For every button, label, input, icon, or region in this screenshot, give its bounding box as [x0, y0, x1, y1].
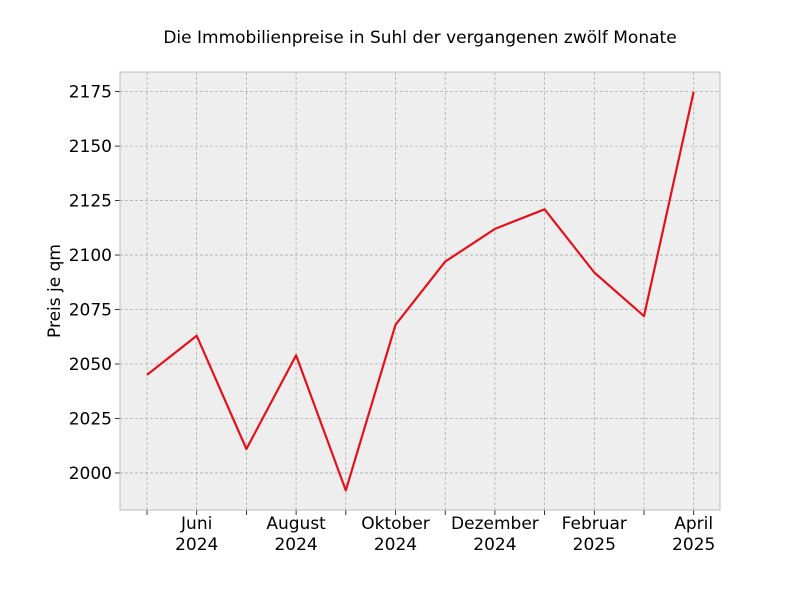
plot-area [120, 72, 720, 510]
plot-frame [119, 71, 721, 511]
y-tick-label: 2150 [69, 137, 112, 157]
y-tick-label: 2175 [69, 83, 112, 103]
y-tick-label: 2125 [69, 192, 112, 212]
y-axis-label: Preis je qm [45, 244, 65, 338]
x-tick-label: Oktober 2024 [361, 514, 430, 555]
grid [120, 72, 720, 510]
x-tick-label: Februar 2025 [562, 514, 627, 555]
x-tick-label: Juni 2024 [175, 514, 218, 555]
x-tick-label: April 2025 [672, 514, 715, 555]
axis-ticks: Juni 2024 August 2024 Oktober 2024 Dezember 202… [69, 83, 716, 555]
x-tick-label: Dezember 2024 [451, 514, 539, 555]
y-tick-label: 2050 [69, 355, 112, 375]
y-tick-label: 2025 [69, 409, 112, 429]
series-line [146, 91, 695, 492]
y-tick-label: 2100 [69, 246, 112, 266]
y-tick-label: 2000 [69, 464, 112, 484]
series-layer [146, 91, 695, 492]
chart-title: Die Immobilienpreise in Suhl der vergang… [163, 28, 676, 48]
y-tick-label: 2075 [69, 301, 112, 321]
x-tick-label: August 2024 [266, 514, 326, 555]
